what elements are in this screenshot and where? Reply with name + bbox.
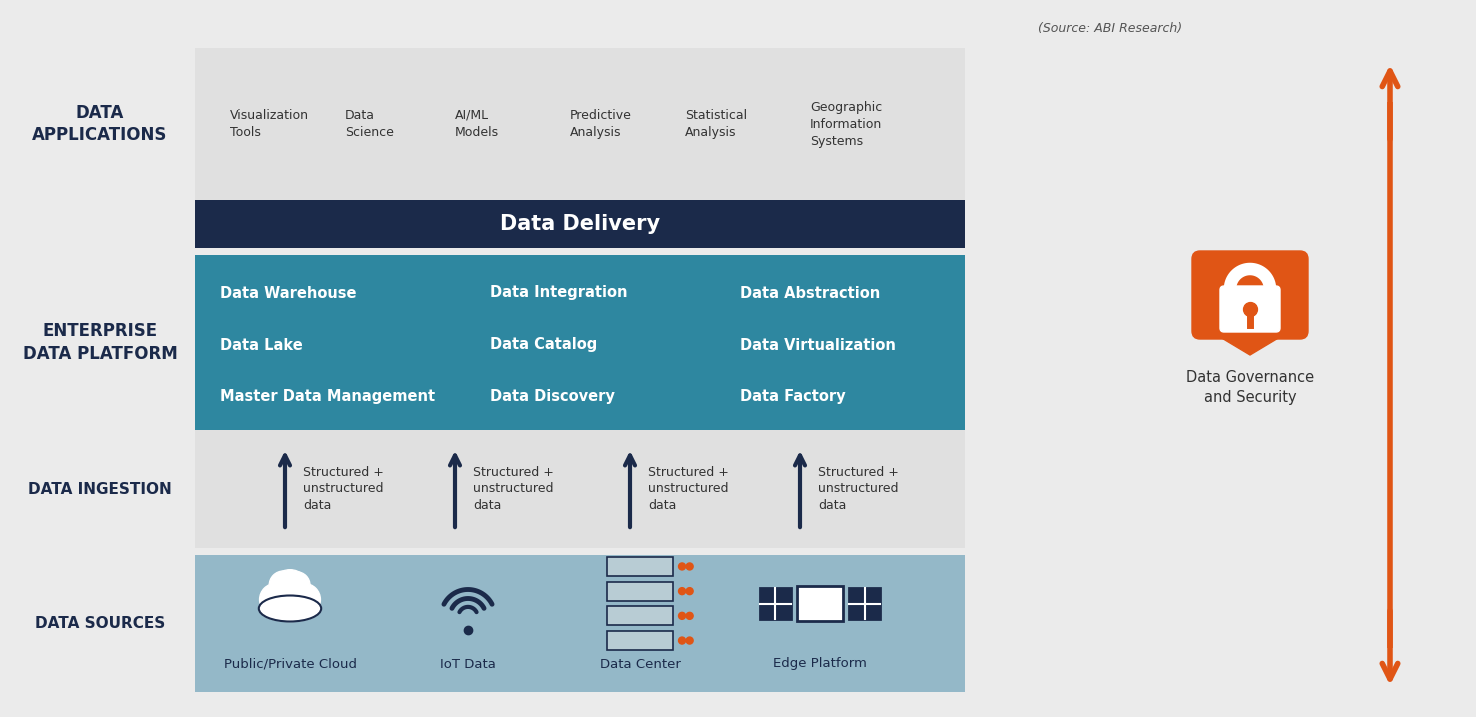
Text: Structured +
unstructured
data: Structured + unstructured data <box>648 466 729 512</box>
Text: (Source: ABI Research): (Source: ABI Research) <box>1038 22 1182 35</box>
Circle shape <box>686 637 694 644</box>
Text: Edge Platform: Edge Platform <box>773 657 866 670</box>
Text: DATA INGESTION: DATA INGESTION <box>28 482 171 496</box>
FancyBboxPatch shape <box>797 587 843 621</box>
FancyBboxPatch shape <box>195 430 965 548</box>
Text: DATA SOURCES: DATA SOURCES <box>35 616 165 631</box>
Text: Data Warehouse: Data Warehouse <box>220 285 357 300</box>
FancyBboxPatch shape <box>195 48 965 200</box>
FancyBboxPatch shape <box>607 631 673 650</box>
FancyBboxPatch shape <box>607 557 673 576</box>
FancyBboxPatch shape <box>195 200 965 248</box>
Text: Data Center: Data Center <box>599 657 680 670</box>
FancyBboxPatch shape <box>1221 286 1280 332</box>
FancyBboxPatch shape <box>607 607 673 625</box>
Circle shape <box>686 612 694 619</box>
Circle shape <box>686 588 694 594</box>
FancyBboxPatch shape <box>607 581 673 601</box>
Polygon shape <box>1200 259 1300 355</box>
Circle shape <box>679 563 685 570</box>
Text: AI/ML
Models: AI/ML Models <box>455 109 499 139</box>
FancyBboxPatch shape <box>195 555 965 692</box>
Text: Data Governance
and Security: Data Governance and Security <box>1185 370 1314 405</box>
Text: IoT Data: IoT Data <box>440 657 496 670</box>
Text: Public/Private Cloud: Public/Private Cloud <box>223 657 357 670</box>
Text: Data Discovery: Data Discovery <box>490 389 615 404</box>
Text: Visualization
Tools: Visualization Tools <box>230 109 308 139</box>
Text: Data Integration: Data Integration <box>490 285 627 300</box>
Text: Data Factory: Data Factory <box>739 389 846 404</box>
FancyBboxPatch shape <box>760 588 791 619</box>
Text: Data Delivery: Data Delivery <box>500 214 660 234</box>
Circle shape <box>260 584 292 616</box>
Circle shape <box>679 612 685 619</box>
Circle shape <box>679 637 685 644</box>
Text: Data Catalog: Data Catalog <box>490 338 598 353</box>
Text: Data
Science: Data Science <box>345 109 394 139</box>
Circle shape <box>269 571 298 599</box>
FancyBboxPatch shape <box>195 255 965 430</box>
Text: Structured +
unstructured
data: Structured + unstructured data <box>303 466 384 512</box>
Text: DATA
APPLICATIONS: DATA APPLICATIONS <box>32 104 168 144</box>
Text: Data Abstraction: Data Abstraction <box>739 285 880 300</box>
Text: Geographic
Information
Systems: Geographic Information Systems <box>810 100 883 148</box>
Ellipse shape <box>258 596 322 622</box>
Text: Structured +
unstructured
data: Structured + unstructured data <box>818 466 899 512</box>
Circle shape <box>679 588 685 594</box>
FancyBboxPatch shape <box>1193 251 1308 339</box>
Circle shape <box>288 584 320 616</box>
Circle shape <box>686 563 694 570</box>
Text: Predictive
Analysis: Predictive Analysis <box>570 109 632 139</box>
Circle shape <box>270 570 310 609</box>
Text: Statistical
Analysis: Statistical Analysis <box>685 109 747 139</box>
FancyBboxPatch shape <box>849 588 880 619</box>
Text: Data Virtualization: Data Virtualization <box>739 338 896 353</box>
Text: Structured +
unstructured
data: Structured + unstructured data <box>472 466 554 512</box>
Text: ENTERPRISE
DATA PLATFORM: ENTERPRISE DATA PLATFORM <box>22 323 177 363</box>
Text: Data Lake: Data Lake <box>220 338 303 353</box>
Text: Master Data Management: Master Data Management <box>220 389 435 404</box>
Circle shape <box>283 571 310 599</box>
